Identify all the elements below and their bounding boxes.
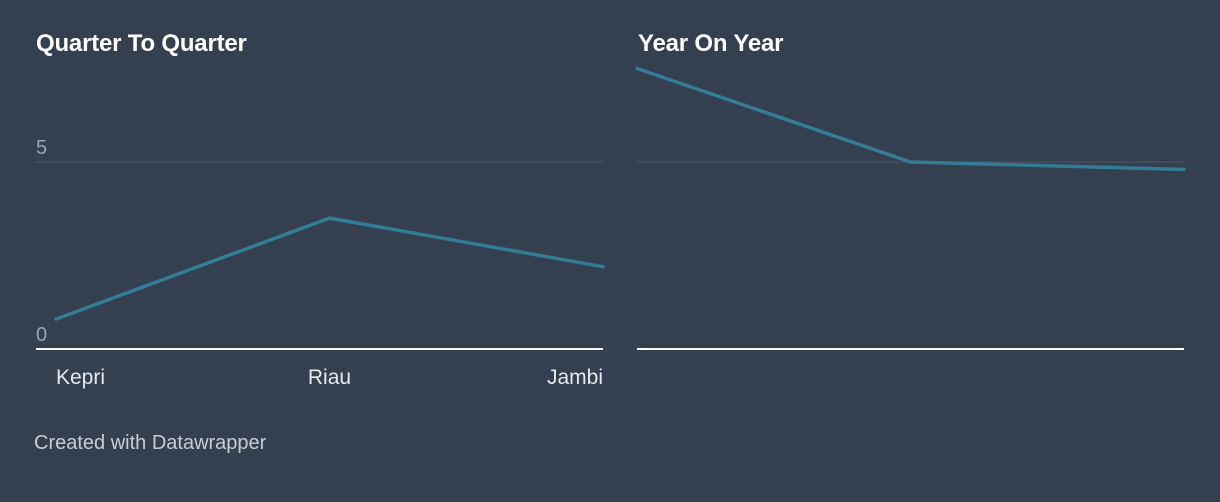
x-tick-label: Kepri [56, 366, 105, 389]
y-tick-label: 0 [36, 324, 47, 346]
x-tick-label: Riau [308, 366, 351, 389]
chart-title-quarter-to-quarter: Quarter To Quarter [36, 30, 247, 57]
credit-text: Created with Datawrapper [34, 432, 267, 454]
y-tick-label: 5 [36, 137, 47, 159]
chart-title-year-on-year: Year On Year [638, 30, 784, 57]
x-tick-label: Jambi [547, 366, 603, 389]
series-line-1 [635, 66, 1186, 172]
series-line-0 [54, 216, 605, 321]
